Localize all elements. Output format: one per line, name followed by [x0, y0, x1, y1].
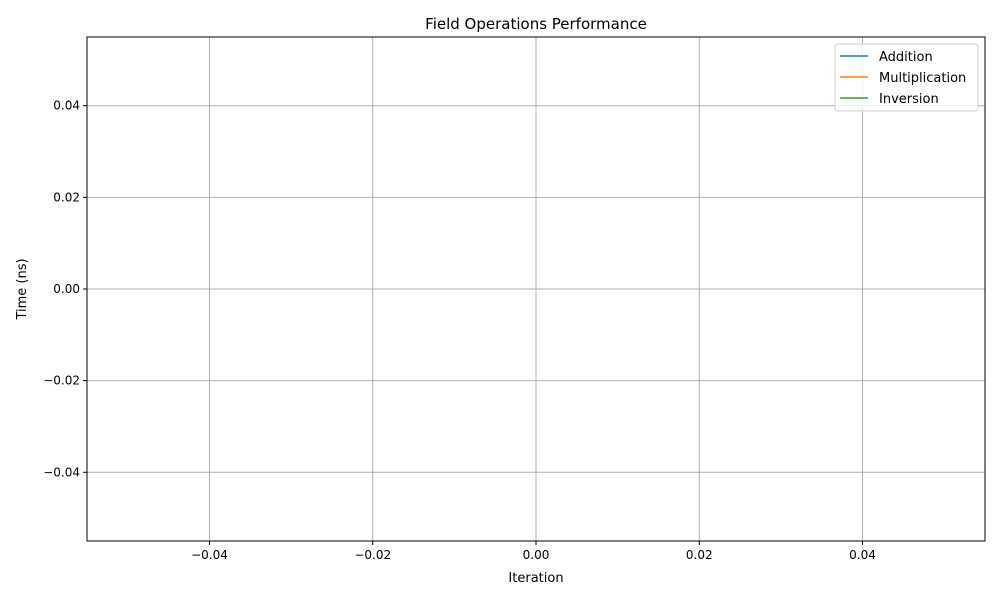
legend-box [834, 43, 979, 112]
x-tick-label: 0.00 [523, 548, 550, 562]
x-tick-label: 0.04 [849, 548, 876, 562]
y-tick-label: 0.00 [53, 282, 80, 296]
x-axis-ticks: −0.04 −0.02 0.00 0.02 0.04 [191, 541, 876, 562]
y-tick-label: −0.04 [43, 465, 80, 479]
legend-label-multiplication: Multiplication [879, 71, 966, 86]
x-axis-label: Iteration [508, 571, 563, 586]
y-axis-label: Time (ns) [15, 258, 30, 320]
y-tick-label: 0.02 [53, 190, 80, 204]
legend-label-addition: Addition [879, 50, 933, 65]
x-tick-label: −0.02 [354, 548, 391, 562]
legend-label-inversion: Inversion [879, 92, 939, 107]
x-tick-label: 0.02 [686, 548, 713, 562]
y-axis-ticks: −0.04 −0.02 0.00 0.02 0.04 [43, 99, 87, 479]
y-tick-label: −0.02 [43, 374, 80, 388]
legend: Addition Multiplication Inversion [834, 43, 979, 112]
y-tick-label: 0.04 [53, 99, 80, 113]
x-tick-label: −0.04 [191, 548, 228, 562]
chart-title: Field Operations Performance [425, 15, 647, 33]
grid-lines [87, 37, 985, 541]
